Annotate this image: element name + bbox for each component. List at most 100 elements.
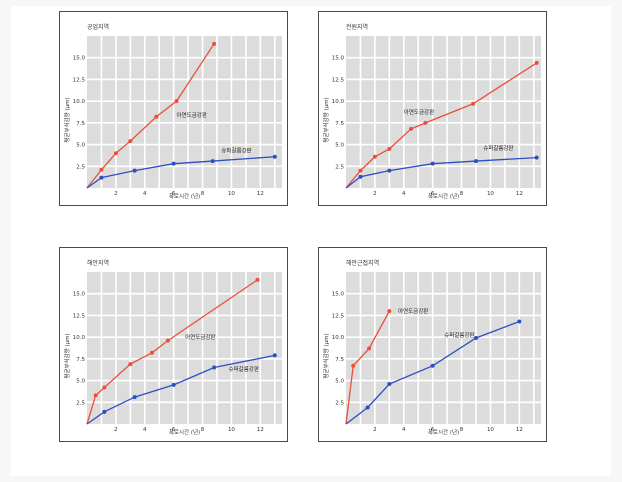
x-tick-label: 10: [228, 427, 235, 433]
data-point: [99, 175, 104, 180]
x-axis-label: 폭로시간 (년): [427, 430, 460, 436]
chart-title: 해안지역: [87, 260, 110, 267]
x-tick-label: 2: [373, 427, 377, 433]
y-tick-label: 5.0: [335, 379, 344, 385]
y-tick-label: 7.5: [335, 121, 344, 127]
data-point: [534, 155, 539, 160]
series-label: 아연도금강판: [177, 111, 207, 119]
data-point: [474, 336, 478, 341]
series-line: [345, 156, 537, 189]
chart-title: 해안근접지역: [346, 260, 380, 267]
data-point: [367, 346, 372, 351]
data-point: [272, 154, 277, 159]
data-point: [517, 319, 522, 324]
data-point: [387, 382, 392, 387]
series-label: 아연도금강판: [404, 108, 434, 116]
x-tick-label: 8: [201, 191, 205, 197]
chart-panel-near-coastal: 2 4 6 8 10 12 2.5 5.0 7.5 10.0 12.5 15.0 아연도금강판 슈퍼갈륨강…: [318, 247, 547, 442]
x-tick-label: 2: [114, 191, 118, 197]
y-tick-label: 2.5: [335, 400, 344, 406]
chart-panel-rural: 2 4 6 8 10 12 2.5 5.0 7.5 10.0 12.5 15.0 아연도금강판 슈퍼갈륨강…: [318, 11, 547, 206]
data-point: [534, 60, 539, 65]
x-tick-label: 12: [257, 191, 264, 197]
x-tick-label: 4: [402, 191, 406, 197]
data-point: [430, 161, 435, 166]
data-point: [128, 139, 133, 144]
series-label: 슈퍼갈륨강판: [221, 146, 251, 154]
x-tick-label: 10: [228, 191, 235, 197]
data-point: [358, 174, 363, 179]
y-tick-label: 15.0: [332, 292, 345, 298]
data-point: [102, 409, 107, 414]
series-line: [345, 310, 390, 425]
y-tick-label: 10.0: [73, 335, 86, 341]
x-tick-label: 10: [487, 427, 494, 433]
x-tick-label: 6: [431, 191, 435, 197]
y-tick-label: 15.0: [73, 56, 86, 62]
chart-svg: 2 4 6 8 10 12 2.5 5.0 7.5 10.0 12.5 15.0 아연도금강판슈퍼갈륨강…: [73, 272, 282, 433]
x-tick-label: 10: [487, 191, 494, 197]
chart-svg: 2 4 6 8 10 12 2.5 5.0 7.5 10.0 12.5 15.0 아연도금강판슈퍼갈륨강…: [332, 36, 541, 197]
y-tick-label: 15.0: [73, 292, 86, 298]
y-tick-label: 12.5: [73, 77, 86, 83]
y-tick-label: 2.5: [76, 164, 85, 170]
data-point: [423, 120, 428, 125]
data-point: [212, 41, 217, 46]
x-tick-label: 8: [460, 191, 464, 197]
data-point: [365, 405, 370, 410]
data-point: [93, 393, 98, 398]
data-point: [113, 151, 118, 156]
y-tick-label: 2.5: [76, 400, 85, 406]
x-axis-label: 폭로시간 (년): [168, 194, 201, 200]
data-point: [409, 126, 413, 131]
x-tick-label: 6: [172, 191, 176, 197]
data-point: [212, 365, 217, 370]
series-line: [86, 354, 275, 425]
chart-svg: 2 4 6 8 10 12 2.5 5.0 7.5 10.0 12.5 15.0 아연도금강판슈퍼갈륨강…: [332, 272, 541, 433]
y-tick-label: 12.5: [332, 313, 345, 319]
data-point: [165, 338, 170, 343]
data-point: [99, 167, 104, 172]
data-point: [132, 395, 137, 400]
data-point: [171, 161, 176, 166]
data-point: [387, 168, 392, 173]
x-tick-label: 2: [114, 427, 118, 433]
series-label: 슈퍼갈륨강판: [444, 331, 474, 339]
x-tick-label: 6: [431, 427, 435, 433]
y-tick-label: 7.5: [335, 357, 344, 363]
data-point: [471, 101, 476, 106]
y-tick-label: 7.5: [76, 357, 85, 363]
y-tick-label: 10.0: [332, 99, 345, 105]
data-point: [154, 114, 159, 119]
chart-title: 공업지역: [87, 24, 110, 31]
y-axis-label: 평균부식감량 (μm): [324, 97, 330, 143]
data-point: [372, 154, 377, 159]
data-point: [174, 99, 179, 104]
chart-panel-coastal: 2 4 6 8 10 12 2.5 5.0 7.5 10.0 12.5 15.0 아연도금강판 슈퍼갈륨강…: [59, 247, 288, 442]
x-tick-label: 8: [201, 427, 205, 433]
chart-title: 전원지역: [346, 24, 369, 31]
x-tick-label: 4: [143, 427, 147, 433]
series-line: [86, 156, 275, 189]
series-label: 아연도금강판: [185, 333, 215, 341]
series-label: 슈퍼갈륨강판: [483, 144, 513, 152]
data-point: [132, 168, 137, 173]
plot-area: [87, 272, 282, 424]
x-tick-label: 12: [516, 191, 523, 197]
x-tick-label: 6: [172, 427, 176, 433]
data-point: [387, 146, 392, 151]
chart-panel-industrial: 2 4 6 8 10 12 2.5 5.0 7.5 10.0 12.5 15.0 아연도금강판 슈퍼갈륨강…: [59, 11, 288, 206]
series-label: 아연도금강판: [398, 307, 428, 315]
y-axis-label: 평균부식감량 (μm): [324, 333, 330, 379]
x-tick-label: 4: [143, 191, 147, 197]
data-point: [272, 353, 277, 358]
data-point: [102, 385, 107, 390]
y-axis-label: 평균부식감량 (μm): [65, 333, 71, 379]
y-axis-label: 평균부식감량 (μm): [65, 97, 71, 143]
data-point: [387, 309, 392, 314]
data-point: [171, 382, 176, 387]
data-point: [358, 168, 363, 173]
y-tick-label: 15.0: [332, 56, 345, 62]
y-tick-label: 12.5: [332, 77, 345, 83]
y-tick-label: 5.0: [76, 379, 85, 385]
